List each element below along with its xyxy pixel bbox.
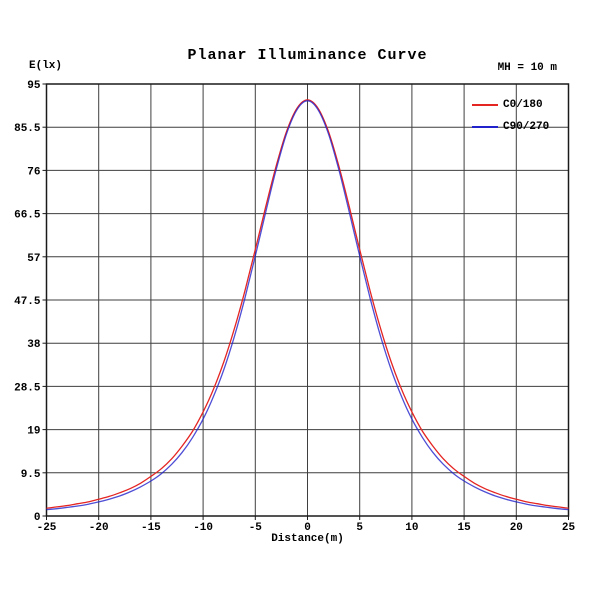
svg-text:-10: -10	[193, 522, 213, 534]
svg-text:25: 25	[562, 522, 576, 534]
svg-text:85.5: 85.5	[14, 123, 41, 135]
svg-text:-15: -15	[141, 522, 161, 534]
svg-text:10: 10	[405, 522, 418, 534]
legend-label-c90-270: C90/270	[503, 121, 550, 133]
svg-text:0: 0	[34, 512, 41, 524]
svg-text:47.5: 47.5	[14, 296, 41, 308]
svg-text:19: 19	[27, 426, 40, 438]
svg-text:-25: -25	[37, 522, 57, 534]
chart-title: Planar Illuminance Curve	[187, 47, 428, 64]
svg-text:-20: -20	[89, 522, 109, 534]
x-axis-title: Distance(m)	[271, 533, 344, 545]
svg-text:95: 95	[27, 80, 41, 92]
curve-c0-180	[46, 99, 569, 509]
legend-swatch-c90-270-icon	[472, 126, 498, 128]
y-axis-unit-label: E(lx)	[29, 60, 63, 72]
svg-text:15: 15	[457, 522, 471, 534]
svg-text:57: 57	[27, 253, 40, 265]
legend-label-c0-180: C0/180	[503, 99, 543, 111]
svg-text:28.5: 28.5	[14, 382, 41, 394]
svg-text:5: 5	[356, 522, 363, 534]
svg-text:-5: -5	[249, 522, 263, 534]
svg-text:0: 0	[304, 522, 311, 534]
svg-text:38: 38	[27, 339, 41, 351]
svg-text:20: 20	[510, 522, 523, 534]
svg-text:9.5: 9.5	[21, 469, 41, 481]
svg-text:76: 76	[27, 166, 40, 178]
curve-c90-270	[46, 100, 569, 511]
mounting-height-label: MH = 10 m	[497, 62, 557, 74]
legend-swatch-c0-180-icon	[472, 104, 498, 106]
svg-text:66.5: 66.5	[14, 210, 41, 222]
